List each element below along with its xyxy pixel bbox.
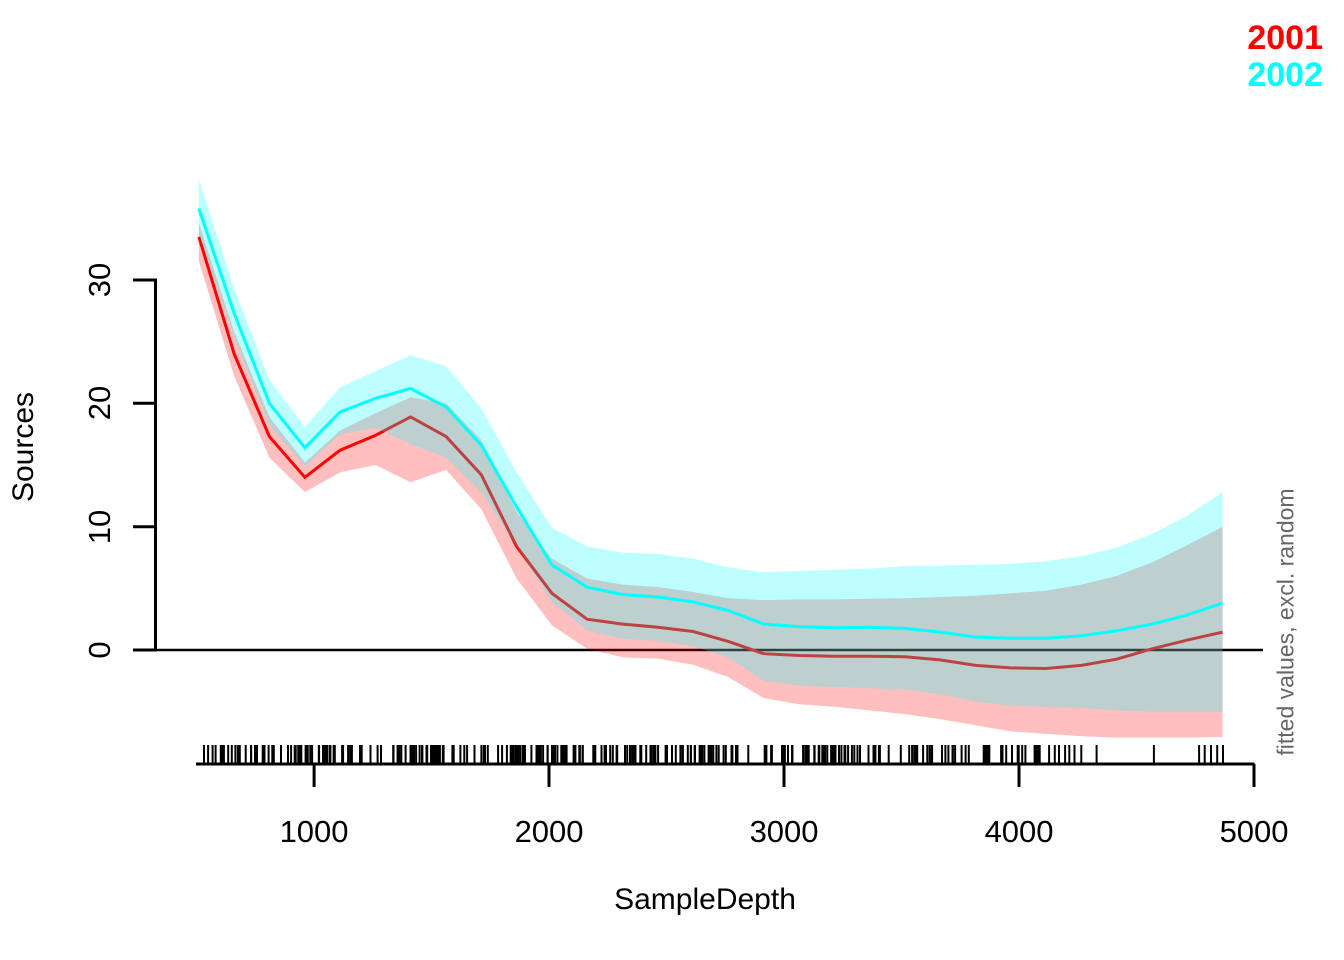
right-axis-annotation: fitted values, excl. random bbox=[1272, 488, 1299, 756]
legend-item-2001: 2001 bbox=[1247, 19, 1323, 57]
confidence-band-2001 bbox=[198, 223, 1223, 738]
y-tick-label: 20 bbox=[82, 386, 117, 421]
y-tick-label: 30 bbox=[82, 262, 117, 298]
x-tick-label: 2000 bbox=[514, 814, 584, 849]
confidence-band-2002 bbox=[198, 178, 1223, 712]
x-axis-title: SampleDepth bbox=[614, 883, 796, 916]
y-tick-label: 0 bbox=[82, 641, 117, 659]
x-tick-label: 4000 bbox=[984, 814, 1054, 849]
fitted-line-2001 bbox=[197, 236, 1223, 671]
x-tick-label: 3000 bbox=[749, 814, 819, 849]
x-tick-label: 1000 bbox=[279, 814, 349, 849]
legend-item-2002: 2002 bbox=[1247, 56, 1323, 94]
x-tick-label: 5000 bbox=[1219, 814, 1289, 849]
fitted-line-2002 bbox=[197, 208, 1224, 640]
legend: 2001 2002 bbox=[1247, 20, 1323, 94]
y-axis-title: Sources bbox=[7, 391, 40, 503]
y-tick-label: 10 bbox=[82, 509, 117, 544]
rug-plot bbox=[203, 745, 1224, 764]
